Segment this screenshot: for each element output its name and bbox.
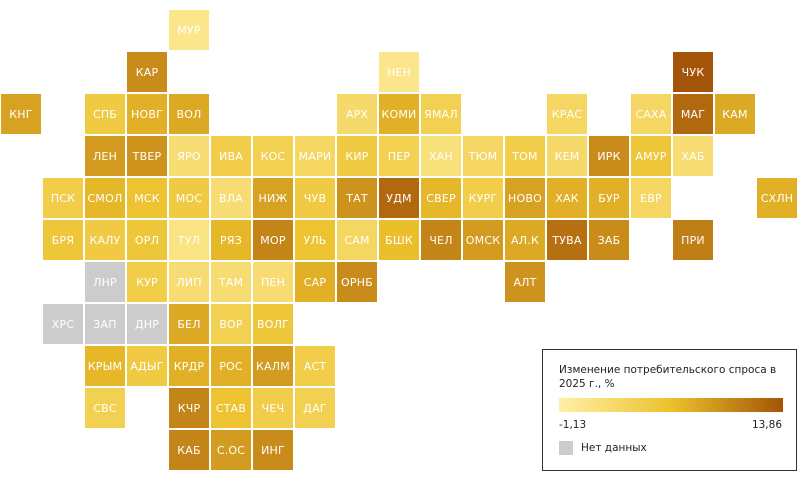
region-tile: САХА [631, 94, 671, 134]
region-tile: МОР [253, 220, 293, 260]
region-tile: ИРК [589, 136, 629, 176]
region-tile: САМ [337, 220, 377, 260]
region-tile: АДЫГ [127, 346, 167, 386]
region-tile: ПРИ [673, 220, 713, 260]
region-tile: ОРЛ [127, 220, 167, 260]
region-tile: КЕМ [547, 136, 587, 176]
legend-nodata-label: Нет данных [581, 442, 647, 454]
region-tile: КУРГ [463, 178, 503, 218]
region-tile: ЛИП [169, 262, 209, 302]
region-tile: С.ОС [211, 430, 251, 470]
region-tile: ПСК [43, 178, 83, 218]
region-tile: КАМ [715, 94, 755, 134]
region-tile: ЗАБ [589, 220, 629, 260]
region-tile: КОМИ [379, 94, 419, 134]
region-tile: МОС [169, 178, 209, 218]
region-tile: ПЕН [253, 262, 293, 302]
region-tile: ЛНР [85, 262, 125, 302]
region-tile: КОС [253, 136, 293, 176]
region-tile: НОВО [505, 178, 545, 218]
region-tile: КЧР [169, 388, 209, 428]
region-tile: АРХ [337, 94, 377, 134]
region-tile: КАЛМ [253, 346, 293, 386]
region-tile: ЧУК [673, 52, 713, 92]
legend-max-label: 13,86 [751, 419, 782, 431]
region-tile: ИВА [211, 136, 251, 176]
region-tile: КРАС [547, 94, 587, 134]
legend-gradient-bar [559, 398, 783, 412]
region-tile: ЧЕЛ [421, 220, 461, 260]
region-tile: БРЯ [43, 220, 83, 260]
region-tile: ОМСК [463, 220, 503, 260]
region-tile: СВС [85, 388, 125, 428]
region-tile: ПЕР [379, 136, 419, 176]
region-tile: ТВЕР [127, 136, 167, 176]
region-tile: БЕЛ [169, 304, 209, 344]
region-tile: ИНГ [253, 430, 293, 470]
region-tile: МСК [127, 178, 167, 218]
region-tile: АМУР [631, 136, 671, 176]
region-tile: АЛ.К [505, 220, 545, 260]
region-tile: СХЛН [757, 178, 797, 218]
region-tile: БШК [379, 220, 419, 260]
region-tile: КАБ [169, 430, 209, 470]
region-tile: ВЛА [211, 178, 251, 218]
region-tile: ТЮМ [463, 136, 503, 176]
region-tile: ЧЕЧ [253, 388, 293, 428]
region-tile: МАРИ [295, 136, 335, 176]
region-tile: НИЖ [253, 178, 293, 218]
region-tile: СМОЛ [85, 178, 125, 218]
region-tile: УЛЬ [295, 220, 335, 260]
region-tile: ХАК [547, 178, 587, 218]
region-tile: ЗАП [85, 304, 125, 344]
region-tile: НЕН [379, 52, 419, 92]
region-tile: ДАГ [295, 388, 335, 428]
region-tile: РЯЗ [211, 220, 251, 260]
region-tile: ТУЛ [169, 220, 209, 260]
region-tile: ДНР [127, 304, 167, 344]
region-tile: ТАТ [337, 178, 377, 218]
region-tile: КУР [127, 262, 167, 302]
legend-nodata-swatch [559, 441, 573, 455]
region-tile: ВОР [211, 304, 251, 344]
region-tile: ВОЛ [169, 94, 209, 134]
region-tile: БУР [589, 178, 629, 218]
region-tile: КРЫМ [85, 346, 125, 386]
region-tile: ТУВА [547, 220, 587, 260]
region-tile: ЧУВ [295, 178, 335, 218]
region-tile: АСТ [295, 346, 335, 386]
region-tile: ЯМАЛ [421, 94, 461, 134]
region-tile: ЕВР [631, 178, 671, 218]
region-tile: УДМ [379, 178, 419, 218]
region-tile: ВОЛГ [253, 304, 293, 344]
region-tile: ХРС [43, 304, 83, 344]
region-tile: РОС [211, 346, 251, 386]
legend-title: Изменение потребительского спроса в 2025… [559, 364, 777, 390]
legend: Изменение потребительского спроса в 2025… [542, 349, 797, 471]
region-tile: ЛЕН [85, 136, 125, 176]
region-tile: ТАМ [211, 262, 251, 302]
region-tile: СТАВ [211, 388, 251, 428]
region-tile: ЯРО [169, 136, 209, 176]
region-tile: ХАН [421, 136, 461, 176]
region-tile: САР [295, 262, 335, 302]
region-tile: КАЛУ [85, 220, 125, 260]
region-tile: МАГ [673, 94, 713, 134]
region-tile: КИР [337, 136, 377, 176]
region-tile: КАР [127, 52, 167, 92]
region-tile: АЛТ [505, 262, 545, 302]
region-tile: МУР [169, 10, 209, 50]
region-tile: СВЕР [421, 178, 461, 218]
region-tile: ОРНБ [337, 262, 377, 302]
region-tile: КНГ [1, 94, 41, 134]
region-tile: КРДР [169, 346, 209, 386]
region-tile: ХАБ [673, 136, 713, 176]
region-tile: ТОМ [505, 136, 545, 176]
region-tile: НОВГ [127, 94, 167, 134]
region-tile: СПБ [85, 94, 125, 134]
legend-min-label: -1,13 [559, 419, 587, 431]
